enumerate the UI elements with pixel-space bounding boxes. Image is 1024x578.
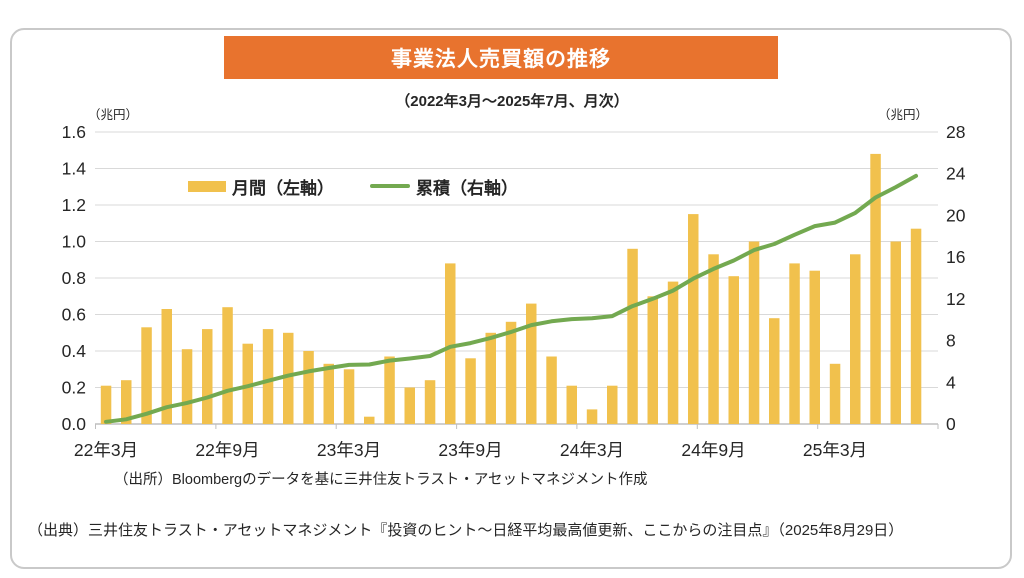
bar-month-3 [161, 309, 172, 424]
bar-month-20 [505, 321, 517, 424]
left-axis-tick-label: 0.6 [62, 305, 86, 325]
left-axis-tick-label: 1.2 [62, 195, 86, 215]
bar-month-2 [141, 327, 152, 424]
bar-month-33 [769, 318, 780, 424]
right-axis-tick-label: 4 [946, 372, 956, 392]
left-axis-tick-label: 1.4 [62, 159, 87, 179]
bar-month-14 [384, 356, 395, 424]
bar-month-25 [607, 385, 618, 424]
chart-plot: 0.0 0.2 0.4 0.6 0.8 1.0 1.2 1.4 1.6 0 4 8 12 16 20 24 28… [62, 122, 966, 460]
page-title: 事業法人売買額の推移 [391, 47, 611, 71]
bar-month-1 [121, 380, 132, 424]
bar-month-15 [404, 387, 415, 424]
card-border [10, 28, 1012, 569]
bar-month-29 [688, 214, 699, 424]
bar-month-18 [465, 358, 476, 424]
bar-month-10 [303, 351, 314, 424]
bar-month-24 [586, 409, 598, 424]
bar-month-6 [222, 307, 233, 424]
bar-month-35 [809, 270, 820, 424]
x-axis-label-1: 22年9月 [195, 440, 259, 460]
legend-line-swatch [370, 184, 410, 188]
bar-month-30 [708, 254, 719, 424]
bar-month-31 [728, 276, 739, 424]
x-axis-label-3: 23年9月 [438, 440, 502, 460]
left-axis-tick-label: 0.2 [62, 378, 86, 398]
title-banner: 事業法人売買額の推移 [224, 36, 778, 79]
bar-month-38 [870, 153, 881, 424]
bar-month-27 [647, 296, 658, 425]
bar-month-19 [485, 332, 496, 425]
bar-month-22 [546, 356, 557, 424]
x-axis-label-5: 24年9月 [681, 440, 745, 460]
bar-month-16 [424, 380, 436, 424]
bar-month-4 [181, 349, 193, 424]
bar-month-13 [364, 416, 375, 424]
left-axis-tick-label: 1.6 [62, 122, 86, 142]
right-axis-tick-label: 28 [946, 122, 965, 142]
x-axis-label-2: 23年3月 [317, 440, 381, 460]
bar-month-34 [789, 263, 800, 424]
right-axis-unit: （兆円） [878, 108, 929, 122]
left-axis-tick-label: 0.8 [62, 268, 86, 288]
bar-month-12 [343, 369, 355, 425]
left-axis-tick-label: 0.4 [62, 341, 87, 361]
left-axis-tick-label: 0.0 [62, 414, 87, 434]
bar-month-26 [627, 248, 638, 424]
bar-month-17 [445, 263, 456, 424]
left-axis-unit: （兆円） [88, 108, 139, 122]
legend-line-label: 累積（右軸） [416, 178, 518, 198]
bar-month-39 [890, 241, 901, 424]
bar-month-11 [323, 363, 334, 424]
bar-month-40 [910, 228, 922, 424]
bar-month-32 [748, 241, 760, 424]
x-axis-label-0: 22年3月 [74, 440, 138, 460]
source-note: （出所）Bloombergのデータを基に三井住友トラスト・アセットマネジメント作… [114, 472, 648, 488]
right-axis-tick-label: 0 [946, 414, 956, 434]
right-axis-tick-label: 8 [946, 331, 956, 351]
x-axis-label-6: 25年3月 [803, 440, 867, 460]
bar-month-0 [100, 385, 112, 424]
citation-caption: （出典）三井住友トラスト・アセットマネジメント『投資のヒント～日経平均最高値更新… [28, 522, 904, 539]
chart-legend: 月間（左軸） 累積（右軸） [188, 175, 518, 198]
cumulative-line [104, 173, 918, 424]
bar-month-5 [202, 329, 213, 424]
left-axis-tick-label: 1.0 [62, 232, 87, 252]
right-axis-tick-label: 12 [946, 289, 965, 309]
right-axis-tick-label: 24 [946, 164, 966, 184]
bar-month-36 [829, 363, 841, 424]
chart-subtitle: （2022年3月～2025年7月、月次） [395, 93, 629, 110]
right-axis-tick-label: 20 [946, 205, 966, 225]
right-axis-tick-label: 16 [946, 247, 965, 267]
bar-month-28 [667, 281, 679, 424]
legend-bar-label: 月間（左軸） [232, 178, 334, 198]
x-axis-label-4: 24年3月 [560, 440, 624, 460]
bar-month-7 [242, 343, 253, 424]
bar-month-9 [283, 332, 294, 425]
bar-month-21 [526, 303, 537, 424]
bar-month-8 [262, 329, 274, 424]
legend-bar-swatch [188, 180, 226, 192]
bar-month-23 [566, 385, 577, 424]
bar-month-37 [850, 254, 861, 424]
